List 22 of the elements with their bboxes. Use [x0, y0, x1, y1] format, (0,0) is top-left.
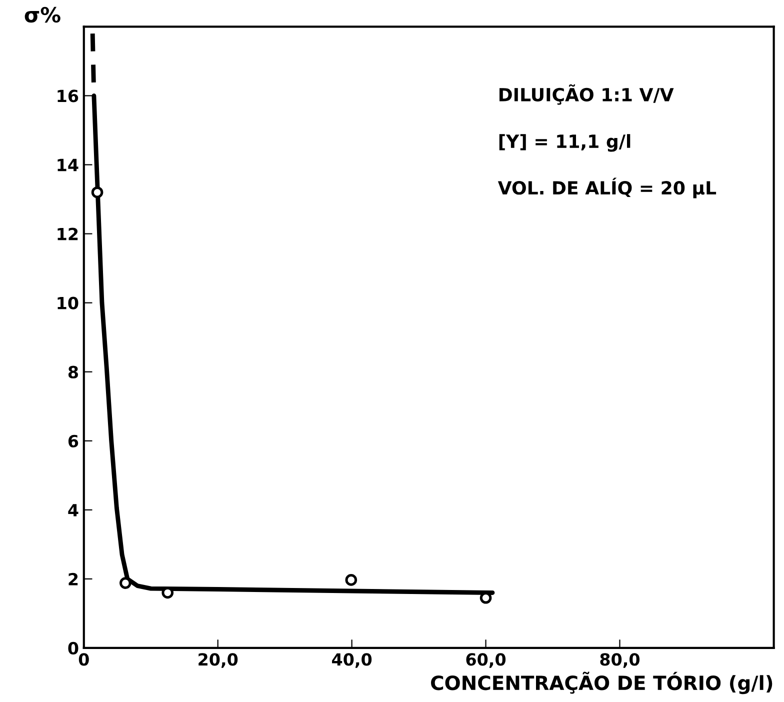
y-tick-label: 12: [58, 228, 78, 240]
x-tick-label: 60,0: [466, 653, 506, 668]
y-tick-label: 8: [68, 366, 78, 378]
x-axis-title: CONCENTRAÇÃO DE TÓRIO (g/l): [431, 672, 772, 694]
y-tick-label: 6: [68, 434, 78, 448]
point: [120, 577, 132, 589]
annotation: VOL. DE ALÍQ = 20 μL: [498, 178, 716, 198]
y-tick-label: 0: [68, 642, 78, 655]
y-tick-label: 10: [58, 296, 78, 310]
x-tick-label: 40,0: [332, 653, 372, 668]
y-axis-title: σ%: [24, 6, 60, 23]
y-tick-label: 14: [58, 158, 78, 172]
annotation: DILUIÇÃO 1:1 V/V: [500, 84, 674, 105]
x-tick-label: 20,0: [198, 653, 238, 668]
x-tick-label: 80,0: [600, 653, 640, 668]
y-tick-label: 4: [68, 504, 78, 516]
point: [345, 574, 358, 586]
y-tick-label: 2: [68, 572, 78, 586]
point: [91, 186, 104, 198]
x-tick-label: 0: [78, 653, 89, 666]
annotation: [Y] = 11,1 g/l: [499, 134, 630, 152]
y-tick-label: 16: [58, 90, 78, 102]
